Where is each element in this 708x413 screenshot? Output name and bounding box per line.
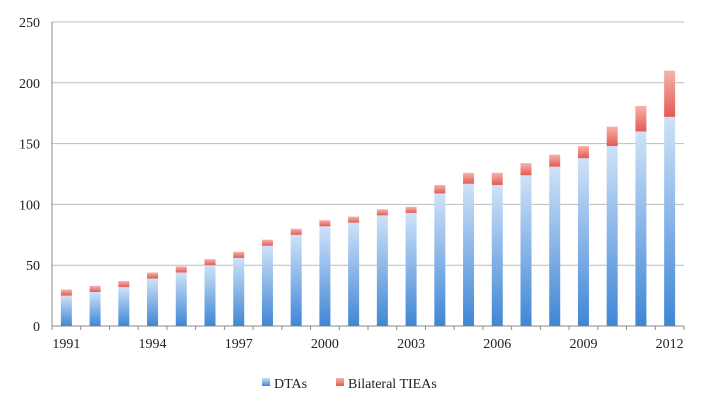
- bar-bilateral-tieas-1994: [147, 272, 159, 279]
- bar-dtas-1995: [175, 272, 187, 326]
- y-tick-label: 100: [19, 198, 40, 213]
- bar-bilateral-tieas-1993: [118, 281, 130, 288]
- legend: DTAs Bilateral TIEAs: [262, 377, 437, 392]
- x-tick-label: 2009: [569, 337, 597, 352]
- y-tick-label: 150: [19, 138, 40, 153]
- x-tick-label: 2006: [483, 337, 511, 352]
- x-tick-label: 1997: [225, 337, 253, 352]
- bar-bilateral-tieas-1991: [60, 289, 72, 296]
- gridlines: [52, 21, 684, 266]
- bar-dtas-2004: [434, 193, 446, 326]
- bar-dtas-2008: [549, 166, 561, 326]
- bar-dtas-1993: [118, 287, 130, 326]
- bar-dtas-1991: [60, 295, 72, 326]
- bar-bilateral-tieas-2002: [376, 209, 388, 216]
- bar-dtas-2003: [405, 212, 417, 326]
- bar-bilateral-tieas-2006: [491, 172, 503, 185]
- bar-dtas-2006: [491, 184, 503, 326]
- legend-label-dtas: DTAs: [274, 377, 307, 392]
- bar-bilateral-tieas-1995: [175, 266, 187, 273]
- bar-bilateral-tieas-2004: [434, 184, 446, 194]
- bar-bilateral-tieas-1992: [89, 285, 101, 292]
- bar-dtas-1999: [290, 234, 302, 326]
- bar-bilateral-tieas-2008: [549, 154, 561, 167]
- bar-dtas-2011: [635, 131, 647, 326]
- y-tick-label: 0: [33, 320, 40, 335]
- y-tick-label: 200: [19, 77, 40, 92]
- bar-dtas-1998: [261, 245, 273, 326]
- bar-dtas-2005: [463, 183, 475, 326]
- bar-bilateral-tieas-2000: [319, 220, 331, 227]
- bar-bilateral-tieas-1997: [233, 251, 245, 258]
- bar-dtas-2007: [520, 175, 532, 326]
- bar-dtas-2010: [606, 146, 618, 326]
- bar-bilateral-tieas-1999: [290, 228, 302, 235]
- bar-dtas-2000: [319, 226, 331, 326]
- bar-bilateral-tieas-2007: [520, 163, 532, 176]
- x-tick-label: 2003: [397, 337, 425, 352]
- bar-dtas-2002: [376, 215, 388, 326]
- bar-dtas-2001: [348, 222, 360, 326]
- bar-dtas-1996: [204, 265, 216, 326]
- legend-swatch-dtas: [262, 378, 270, 386]
- axes: [51, 22, 685, 330]
- x-tick-label: 1994: [139, 337, 167, 352]
- bars: [60, 70, 676, 327]
- bar-bilateral-tieas-2005: [463, 172, 475, 184]
- y-tick-label: 50: [26, 259, 40, 274]
- bar-bilateral-tieas-2001: [348, 216, 360, 223]
- y-tick-label: 250: [19, 16, 40, 31]
- bar-dtas-1994: [147, 278, 159, 326]
- bar-bilateral-tieas-2009: [577, 146, 589, 159]
- bar-bilateral-tieas-2003: [405, 206, 417, 213]
- bar-dtas-1997: [233, 257, 245, 326]
- x-tick-label: 2012: [656, 337, 684, 352]
- bar-dtas-1992: [89, 291, 101, 326]
- legend-swatch-bilateral-tieas: [336, 378, 344, 386]
- bar-bilateral-tieas-2010: [606, 126, 618, 147]
- x-tick-label: 2000: [311, 337, 339, 352]
- legend-label-bilateral-tieas: Bilateral TIEAs: [348, 377, 437, 392]
- bar-bilateral-tieas-1996: [204, 259, 216, 266]
- y-axis-tick-labels: 0 50 100 150 200 250: [19, 16, 40, 335]
- bar-dtas-2012: [664, 116, 676, 327]
- bar-dtas-2009: [577, 158, 589, 326]
- x-tick-label: 1991: [52, 337, 80, 352]
- x-axis-tick-labels: 1991 1994 1997 2000 2003 2006 2009 2012: [52, 337, 683, 352]
- bar-bilateral-tieas-2012: [664, 70, 676, 117]
- bar-bilateral-tieas-2011: [635, 105, 647, 132]
- bar-bilateral-tieas-1998: [261, 239, 273, 246]
